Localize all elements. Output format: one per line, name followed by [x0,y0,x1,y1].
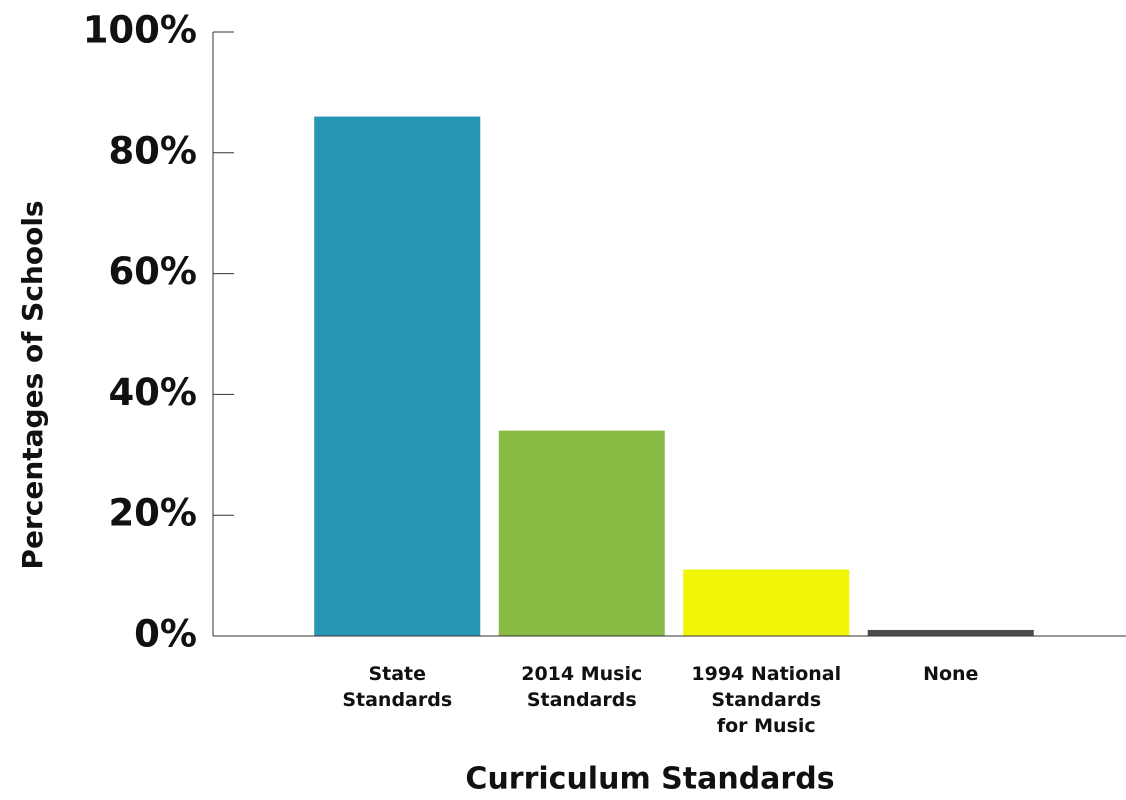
y-axis-title: Percentages of Schools [16,200,49,569]
x-tick-label: 1994 National Standards for Music [691,663,842,737]
bar [314,116,481,636]
y-tick-label: 0% [134,613,197,656]
x-tick-label: None [923,663,979,685]
bar [498,430,665,636]
x-tick-label: State Standards [342,663,453,711]
x-tick-label: 2014 Music Standards [521,663,643,711]
y-tick-label: 60% [108,250,197,293]
bar [867,629,1034,636]
x-axis-title: Curriculum Standards [465,762,834,797]
y-tick-label: 20% [108,492,197,535]
y-tick-label: 40% [108,371,197,414]
y-tick-label: 100% [83,9,197,52]
y-tick-label: 80% [108,129,197,172]
bar [683,569,850,636]
